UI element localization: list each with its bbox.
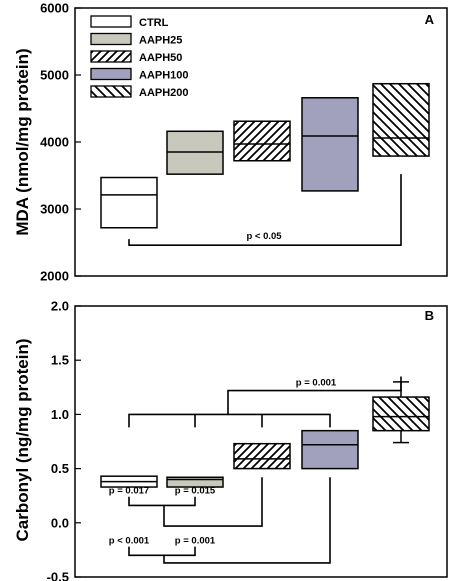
y-tick-label-b: 0.0 <box>51 515 69 530</box>
panel-letter-b: B <box>425 308 434 323</box>
legend-swatch <box>90 50 132 63</box>
box-aaph100 <box>301 97 359 192</box>
y-tick-label-b: 0.5 <box>51 461 69 476</box>
ylabel-b: Carbonyl (ng/mg protein) <box>13 338 32 541</box>
bracket-group-b <box>128 413 331 428</box>
y-tick-label-a: 4000 <box>40 135 69 150</box>
legend-swatch <box>90 32 132 46</box>
box-aaph100 <box>301 429 359 470</box>
annotation-label-b: p = 0.015 <box>175 486 216 497</box>
y-tick-label-b: 1.5 <box>51 353 69 368</box>
y-tick-label-a: 6000 <box>40 1 69 16</box>
panel-a: MDA (nmol/mg protein) 2000 3000 4000 5000 60… <box>13 1 448 284</box>
bracket-top-b <box>227 376 402 415</box>
legend-label: AAPH100 <box>139 70 189 82</box>
annotation-label-b: p = 0.001 <box>296 378 337 389</box>
box-aaph50 <box>233 442 291 470</box>
legend-swatch <box>90 67 132 81</box>
annotations-b: p = 0.001 p = 0.017 p = 0.015 p < 0.001 p = … <box>109 376 402 564</box>
legend-label: CTRL <box>139 17 169 29</box>
panel-letter-a: A <box>425 12 435 27</box>
box-ctrl <box>100 176 158 229</box>
y-tick-label-b: 2.0 <box>51 299 69 314</box>
box-aaph200 <box>372 396 430 432</box>
bracket-to-aaph50 <box>163 477 263 527</box>
annotation-label-b: p = 0.017 <box>109 486 149 497</box>
box-aaph200 <box>372 82 430 157</box>
bracket-to-aaph100 <box>163 477 331 564</box>
annotation-label-b: p = 0.001 <box>175 535 216 546</box>
y-tick-label-a: 2000 <box>40 269 69 284</box>
y-tick-label-b: 1.0 <box>51 407 69 422</box>
bracket-a <box>128 174 402 246</box>
y-ticks-a: 2000 3000 4000 5000 6000 <box>40 1 81 284</box>
legend-a: CTRL AAPH25 AAPH50 AAPH100 AAPH200 <box>90 15 189 99</box>
ylabel-a: MDA (nmol/mg protein) <box>13 48 32 235</box>
y-tick-label-a: 3000 <box>40 202 69 217</box>
bracket-pair-1 <box>128 496 196 507</box>
box-aaph25 <box>166 476 224 488</box>
annotations-a: p < 0.05 <box>128 174 402 246</box>
legend-swatch <box>90 85 132 98</box>
panel-b: Carbonyl (ng/mg protein) -0.5 0.0 0.5 1.0 1.… <box>13 299 448 581</box>
legend-label: AAPH25 <box>139 35 182 47</box>
annotation-label-b: p < 0.001 <box>109 535 150 546</box>
boxes-b <box>100 381 430 488</box>
box-aaph50 <box>233 120 291 162</box>
boxes-a <box>100 82 430 229</box>
y-ticks-b: -0.5 0.0 0.5 1.0 1.5 2.0 <box>47 299 81 581</box>
bracket-pair-2 <box>128 546 196 557</box>
plot-frame-b <box>74 305 448 578</box>
annotation-label-a: p < 0.05 <box>246 231 282 242</box>
legend-label: AAPH200 <box>139 87 189 99</box>
y-tick-label-b: -0.5 <box>47 570 69 581</box>
y-tick-label-a: 5000 <box>40 68 69 83</box>
legend-swatch <box>90 15 132 28</box>
legend-label: AAPH50 <box>139 52 182 64</box>
